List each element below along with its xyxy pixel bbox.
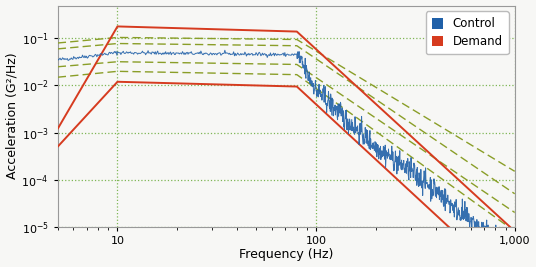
Y-axis label: Acceleration (G²/Hz): Acceleration (G²/Hz) <box>5 53 19 179</box>
Legend: Control, Demand: Control, Demand <box>426 11 509 54</box>
X-axis label: Frequency (Hz): Frequency (Hz) <box>239 249 333 261</box>
